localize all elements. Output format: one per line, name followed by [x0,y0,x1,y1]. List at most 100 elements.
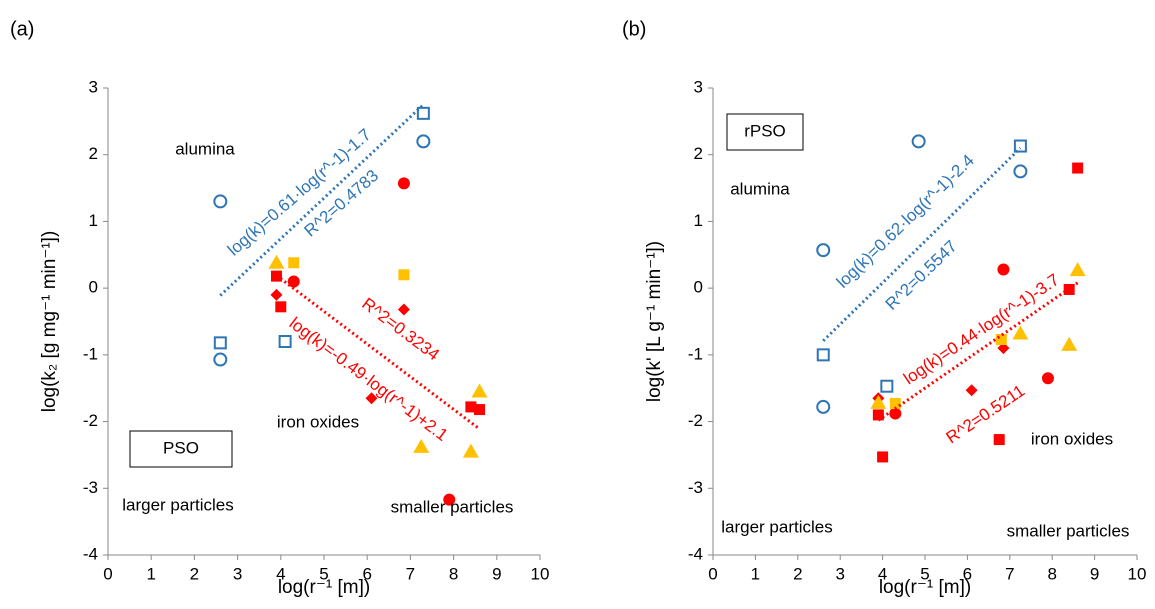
x-axis-label: log(r⁻¹ [m]) [278,577,370,598]
y-tick-label: -2 [83,411,98,430]
point [413,438,430,453]
x-tick-label: 9 [1090,564,1099,583]
point [278,335,292,349]
x-tick-label: 5 [319,564,328,583]
point [268,254,285,269]
annotation: R^2=0.3234 [358,294,443,364]
x-tick-label: 8 [449,564,458,583]
annotation: R^2=0.5547 [882,237,961,314]
annotation: R^2=0.5211 [943,381,1029,447]
point [1061,336,1078,351]
y-tick-label: -1 [688,344,703,363]
point [993,434,1005,446]
point [275,301,287,313]
x-tick-label: 10 [1128,564,1147,583]
point [816,243,831,258]
x-tick-label: 0 [708,564,717,583]
y-tick-label: -4 [688,544,703,563]
annotation: iron oxides [1031,429,1113,448]
point [1072,162,1084,174]
y-tick-label: 2 [694,144,703,163]
y-tick-label: -1 [83,344,98,363]
x-tick-label: 8 [1047,564,1056,583]
point [471,383,488,398]
point [995,334,1007,346]
y-tick-label: 2 [89,144,98,163]
point [397,303,410,316]
point [288,257,300,269]
y-tick-label: -4 [83,544,98,563]
point [213,352,228,367]
point [213,336,227,350]
annotation: smaller particles [391,497,514,516]
point [870,394,887,409]
x-tick-label: 6 [963,564,972,583]
point [397,177,410,190]
y-tick-label: 0 [89,278,98,297]
x-tick-label: 3 [233,564,242,583]
point [816,348,830,362]
annotation: log(k)=0.62·log(r^-1)-2.4 [833,151,978,292]
point [1012,325,1029,340]
y-tick-label: -3 [83,478,98,497]
y-tick-label: 3 [694,77,703,96]
x-tick-label: 4 [878,564,887,583]
annotation: iron oxides [277,412,359,431]
point [416,134,431,149]
x-tick-label: 1 [146,564,155,583]
point [997,263,1010,276]
annotation: smaller particles [1007,521,1130,540]
point [365,392,378,405]
x-tick-label: 6 [362,564,371,583]
trend-line [877,281,1079,422]
panel-label: (b) [622,18,646,40]
x-tick-label: 7 [406,564,415,583]
point [462,443,479,458]
annotation: rPSO [744,121,786,140]
point [1069,262,1086,277]
annotation: alumina [730,179,790,198]
x-tick-label: 0 [103,564,112,583]
point [816,399,831,414]
point [213,194,228,209]
point [965,384,978,397]
annotation-box [726,113,804,151]
y-axis-label: log(k' [L g⁻¹ min⁻¹]) [644,241,665,402]
y-tick-label: 1 [89,211,98,230]
point [872,409,884,421]
y-axis-label: log(k₂ [g mg⁻¹ min⁻¹]) [39,231,60,413]
panel-label: (a) [10,18,34,40]
point [911,134,926,149]
y-tick-label: 0 [694,278,703,297]
annotation: larger particles [721,517,833,536]
x-tick-label: 3 [835,564,844,583]
x-tick-label: 2 [190,564,199,583]
y-tick-label: 3 [89,77,98,96]
x-axis-label: log(r⁻¹ [m]) [879,577,971,598]
trend-line [275,274,481,431]
y-tick-label: -3 [688,478,703,497]
x-tick-label: 9 [492,564,501,583]
point [416,106,430,120]
annotation: PSO [163,438,199,457]
point [270,288,283,301]
x-tick-label: 5 [920,564,929,583]
trend-line [822,146,1022,342]
point [880,379,894,393]
point [889,398,901,410]
annotation: alumina [175,139,235,158]
annotation: log(k)=0.44·log(r^-1)-3.7 [900,270,1063,388]
point [1013,139,1027,153]
x-tick-label: 4 [276,564,285,583]
y-tick-label: -2 [688,411,703,430]
trend-line [219,103,425,297]
annotation: larger particles [122,495,234,514]
y-tick-label: 1 [694,211,703,230]
annotation-box [129,430,233,468]
x-tick-label: 2 [793,564,802,583]
x-tick-label: 10 [531,564,550,583]
point [1041,372,1054,385]
x-tick-label: 7 [1005,564,1014,583]
x-tick-label: 1 [751,564,760,583]
